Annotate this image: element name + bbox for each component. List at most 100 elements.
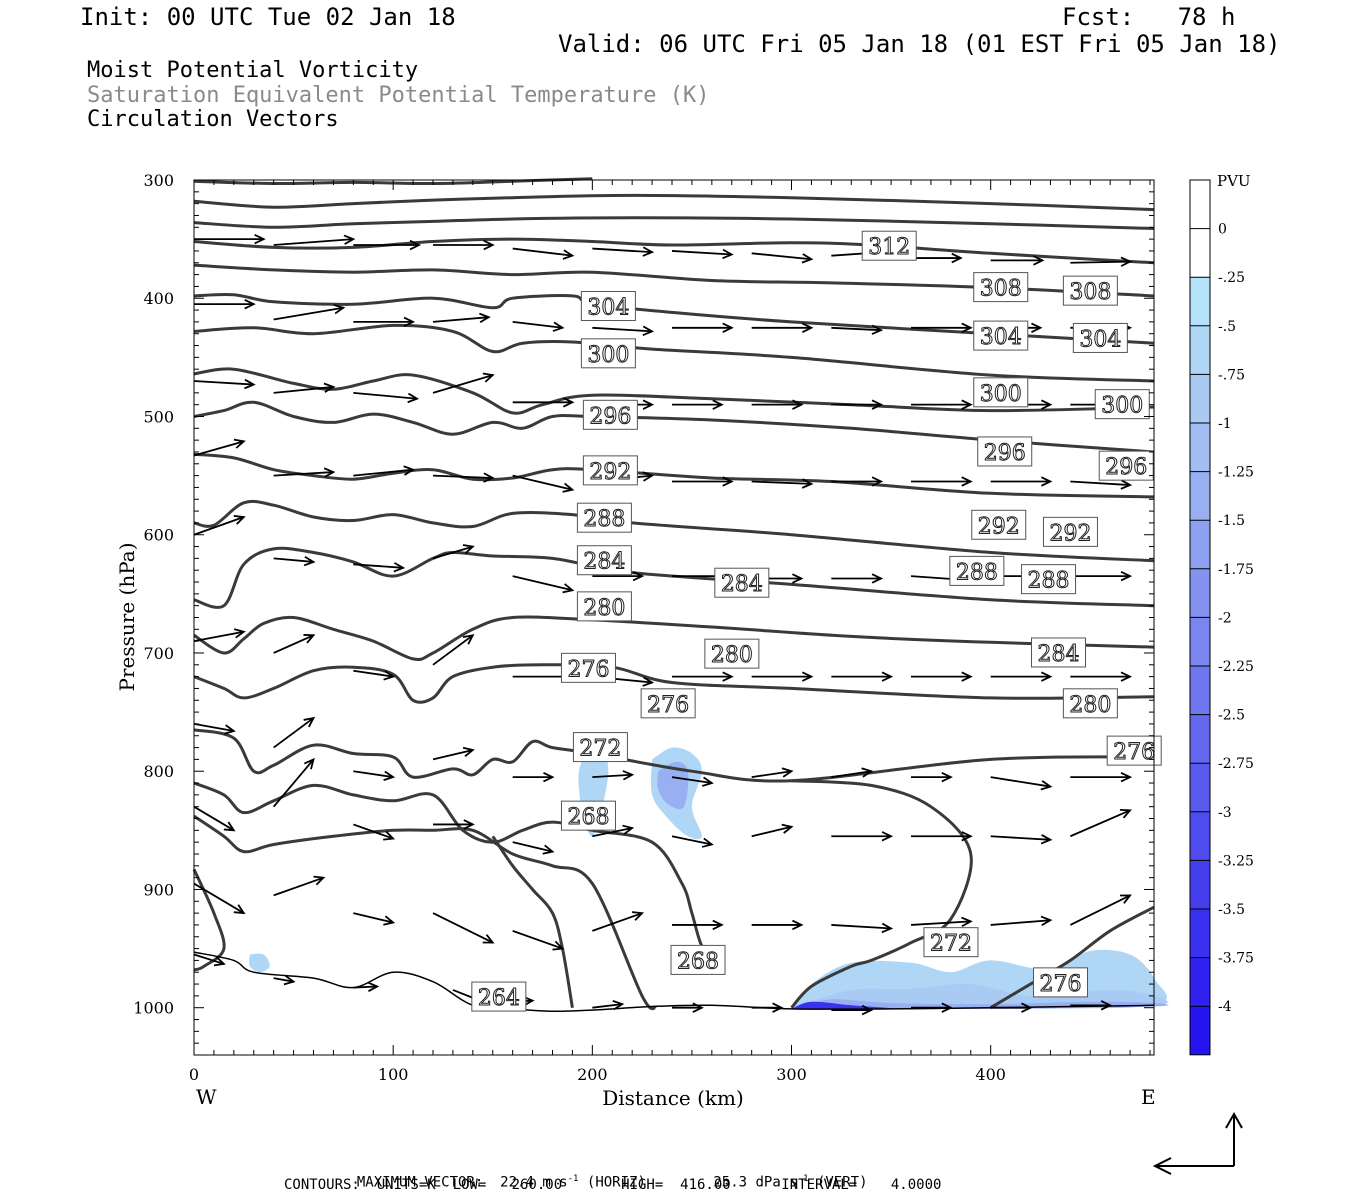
circulation-vector bbox=[990, 476, 1053, 487]
vector-head bbox=[772, 1002, 784, 1013]
vector-head bbox=[941, 1002, 953, 1013]
circulation-vector bbox=[911, 771, 953, 783]
contour-label-box bbox=[560, 652, 616, 683]
vector-head bbox=[383, 670, 396, 681]
contour-label-text: 268 bbox=[677, 949, 719, 974]
theta-contour bbox=[193, 400, 1155, 454]
vector-head bbox=[393, 562, 406, 573]
contour-label-box bbox=[1062, 275, 1118, 306]
vector-head bbox=[941, 771, 953, 783]
vector-head bbox=[1040, 671, 1053, 682]
vector-head bbox=[323, 467, 336, 478]
circulation-vector bbox=[353, 239, 422, 251]
circulation-vector bbox=[990, 834, 1053, 845]
theta-contour bbox=[193, 237, 1155, 265]
vector-head bbox=[622, 824, 635, 835]
contour-label-box bbox=[977, 436, 1033, 467]
vector-head bbox=[722, 322, 734, 333]
x-tick-label: 0 bbox=[189, 1065, 199, 1084]
contour-label-box bbox=[973, 272, 1029, 303]
vector-shaft bbox=[193, 882, 245, 914]
surface-line-layer bbox=[193, 951, 1155, 1013]
vector-head bbox=[871, 324, 884, 335]
vector-head bbox=[323, 382, 336, 393]
circulation-vector bbox=[831, 476, 884, 487]
vector-head bbox=[1040, 834, 1053, 845]
vector-head bbox=[712, 399, 724, 410]
circulation-vector bbox=[512, 929, 565, 951]
circulation-vector bbox=[592, 570, 645, 582]
vector-head bbox=[801, 253, 814, 264]
circulation-vector bbox=[751, 1002, 784, 1013]
contour-label: 276 bbox=[1032, 967, 1088, 998]
circulation-vector bbox=[592, 325, 655, 336]
circulation-vector bbox=[273, 382, 336, 394]
theta-contour bbox=[193, 728, 1155, 783]
vector-head bbox=[861, 767, 874, 778]
circulation-vector bbox=[193, 438, 246, 457]
circulation-vector bbox=[831, 324, 884, 335]
circulation-vector bbox=[194, 298, 256, 310]
contour-label: 296 bbox=[1098, 450, 1154, 481]
vector-head bbox=[961, 916, 973, 928]
pv-shaded-region bbox=[801, 983, 1168, 1008]
vector-shaft bbox=[910, 920, 971, 926]
vector-head bbox=[479, 312, 491, 324]
contour-label-text: 272 bbox=[579, 737, 621, 762]
theta-contour bbox=[989, 905, 1155, 1009]
colorbar-label: -2.25 bbox=[1218, 659, 1254, 675]
vector-head bbox=[1120, 894, 1132, 904]
circulation-vector bbox=[1070, 256, 1133, 267]
vector-head bbox=[792, 399, 804, 410]
contour-label-box bbox=[582, 455, 638, 486]
vector-shaft bbox=[831, 770, 872, 779]
vector-shaft bbox=[353, 563, 404, 569]
vector-shaft bbox=[273, 977, 294, 983]
colorbar-label: 0 bbox=[1218, 222, 1227, 238]
vector-head bbox=[692, 1002, 704, 1013]
circulation-vector bbox=[272, 757, 315, 808]
contour-label-box bbox=[1106, 735, 1162, 766]
contour-label-text: 300 bbox=[980, 382, 1022, 407]
contour-label-text: 276 bbox=[647, 693, 689, 718]
vector-head bbox=[781, 823, 794, 834]
contour-label: 308 bbox=[1062, 275, 1118, 306]
vector-shaft bbox=[512, 247, 573, 257]
vector-head bbox=[642, 471, 655, 482]
circulation-vector bbox=[592, 246, 655, 257]
pv-shaded-region bbox=[657, 761, 689, 810]
contour-label: 280 bbox=[576, 591, 632, 622]
vector-head bbox=[383, 830, 396, 841]
circulation-vector bbox=[273, 716, 316, 749]
x-tick-label: 300 bbox=[776, 1065, 807, 1084]
vector-shaft bbox=[432, 374, 493, 394]
field-title-pv: Moist Potential Vorticity bbox=[87, 58, 419, 83]
circulation-vector bbox=[831, 767, 874, 779]
colorbar-swatch bbox=[1190, 714, 1210, 764]
vector-shaft bbox=[1070, 260, 1131, 264]
vector-shaft bbox=[353, 770, 394, 779]
field-title-theta: Saturation Equivalent Potential Temperat… bbox=[87, 83, 710, 108]
contour-label-text: 304 bbox=[1079, 327, 1121, 352]
colorbar-label: -2.75 bbox=[1218, 756, 1254, 772]
plot-frame: 300 400 500 600 700 800 900 1000 0 100 200 300 400 bbox=[133, 171, 1155, 1084]
vector-head bbox=[409, 239, 422, 251]
colorbar-swatch bbox=[1190, 180, 1210, 229]
x-tick-label: 100 bbox=[378, 1065, 409, 1084]
x-tick-label: 200 bbox=[577, 1065, 608, 1084]
colorbar-swatch bbox=[1190, 325, 1210, 375]
circulation-vector bbox=[432, 312, 491, 324]
y-axis-label: Pressure (hPa) bbox=[115, 543, 139, 692]
contour-label-text: 284 bbox=[1038, 642, 1080, 667]
vector-shaft bbox=[193, 953, 225, 965]
vector-shaft bbox=[512, 841, 553, 853]
circulation-vector bbox=[751, 919, 804, 931]
contour-label: 276 bbox=[560, 652, 616, 683]
vector-shaft bbox=[1070, 480, 1131, 486]
contour-label-text: 280 bbox=[711, 643, 753, 668]
vector-shaft bbox=[831, 326, 882, 332]
circulation-vector bbox=[193, 515, 246, 536]
max-vector-line: MAXIMUM VECTOR: 22.4 m s-1 (HORIZ) 25.3 … bbox=[340, 1158, 868, 1191]
circulation-vector bbox=[990, 776, 1053, 791]
theta-contour bbox=[193, 216, 1155, 230]
